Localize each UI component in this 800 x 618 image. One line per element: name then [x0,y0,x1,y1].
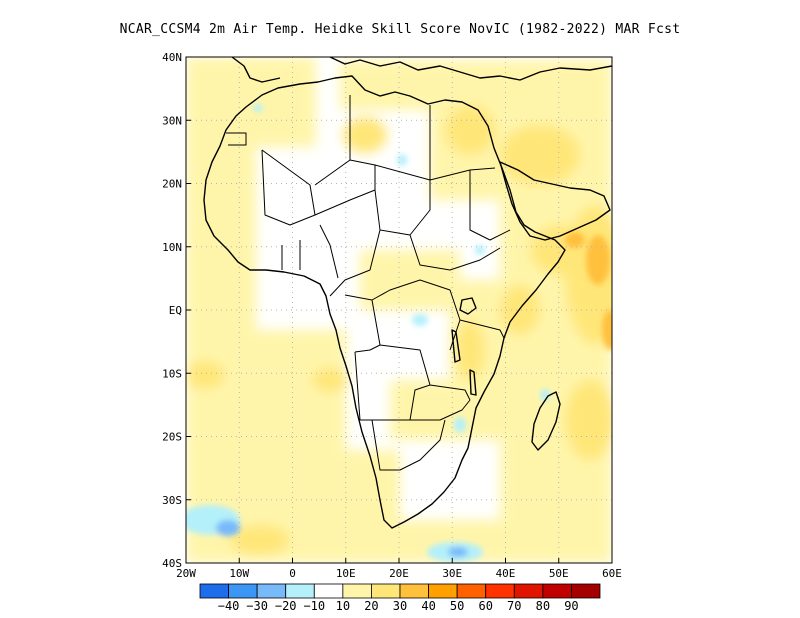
madagascar-coastline [531,391,561,451]
colorbar-swatch [371,583,401,599]
colorbar-label: 50 [450,599,464,613]
x-tick-label: 0 [289,567,296,580]
colorbar-label: −10 [303,599,325,613]
colorbar-swatch [542,583,572,599]
colorbar [199,583,601,599]
colorbar-label: 10 [336,599,350,613]
colorbar-swatch [342,583,372,599]
x-tick-labels: 20W 10W 0 10E 20E 30E 40E 50E 60E [176,558,622,580]
colorbar-label: 80 [536,599,550,613]
colorbar-swatch [513,583,544,599]
colorbar-swatch [571,583,601,599]
colorbar-swatch [399,583,429,599]
lake-tanganyika [451,329,461,363]
x-tick-label: 50E [549,567,569,580]
colorbar-swatch [285,583,315,599]
colorbar-swatch [228,583,258,599]
iberia-coastline [231,57,281,83]
colorbar-swatch [199,583,229,599]
y-tick-label: 10S [162,367,182,380]
colorbar-label: 60 [478,599,492,613]
x-tick-label: 60E [602,567,622,580]
x-tick-label: 20W [176,567,196,580]
lake-malawi [469,369,477,396]
chart-title: NCAR_CCSM4 2m Air Temp. Heidke Skill Sco… [119,22,681,37]
colorbar-swatch [313,583,344,599]
y-tick-labels: 40S 30S 20S 10S EQ 10N 20N 30N 40N [162,51,191,570]
country-borders [226,95,511,471]
colorbar-label: −40 [218,599,240,613]
colorbar-label: 30 [393,599,407,613]
colorbar-label: −20 [275,599,297,613]
africa-coastline [203,75,566,529]
colorbar-swatch [456,583,487,599]
y-tick-label: 40N [162,51,182,64]
arabia-coastline [499,161,611,241]
coastlines [203,57,612,529]
y-tick-label: 20S [162,431,182,444]
y-tick-label: EQ [169,304,182,317]
lake-victoria [459,297,477,315]
grid-lines [186,57,612,563]
y-tick-label: 30N [162,114,182,127]
colorbar-labels: −40 −30 −20 −10 10 20 30 40 50 60 70 80 90 [218,599,579,613]
colorbar-label: 20 [364,599,378,613]
x-tick-label: 40E [496,567,516,580]
y-tick-label: 30S [162,494,182,507]
colorbar-label: −30 [246,599,268,613]
x-tick-label: 30E [442,567,462,580]
x-tick-label: 20E [389,567,409,580]
colorbar-swatch [428,583,458,599]
y-tick-label: 20N [162,178,182,191]
x-tick-label: 10E [336,567,356,580]
europe-coastline [329,57,612,81]
x-tick-label: 10W [229,567,249,580]
colorbar-label: 40 [421,599,435,613]
colorbar-swatch [256,583,287,599]
colorbar-swatch [485,583,515,599]
y-tick-label: 10N [162,241,182,254]
colorbar-label: 70 [507,599,521,613]
colorbar-label: 90 [564,599,578,613]
y-tick-label: 40S [162,557,182,570]
